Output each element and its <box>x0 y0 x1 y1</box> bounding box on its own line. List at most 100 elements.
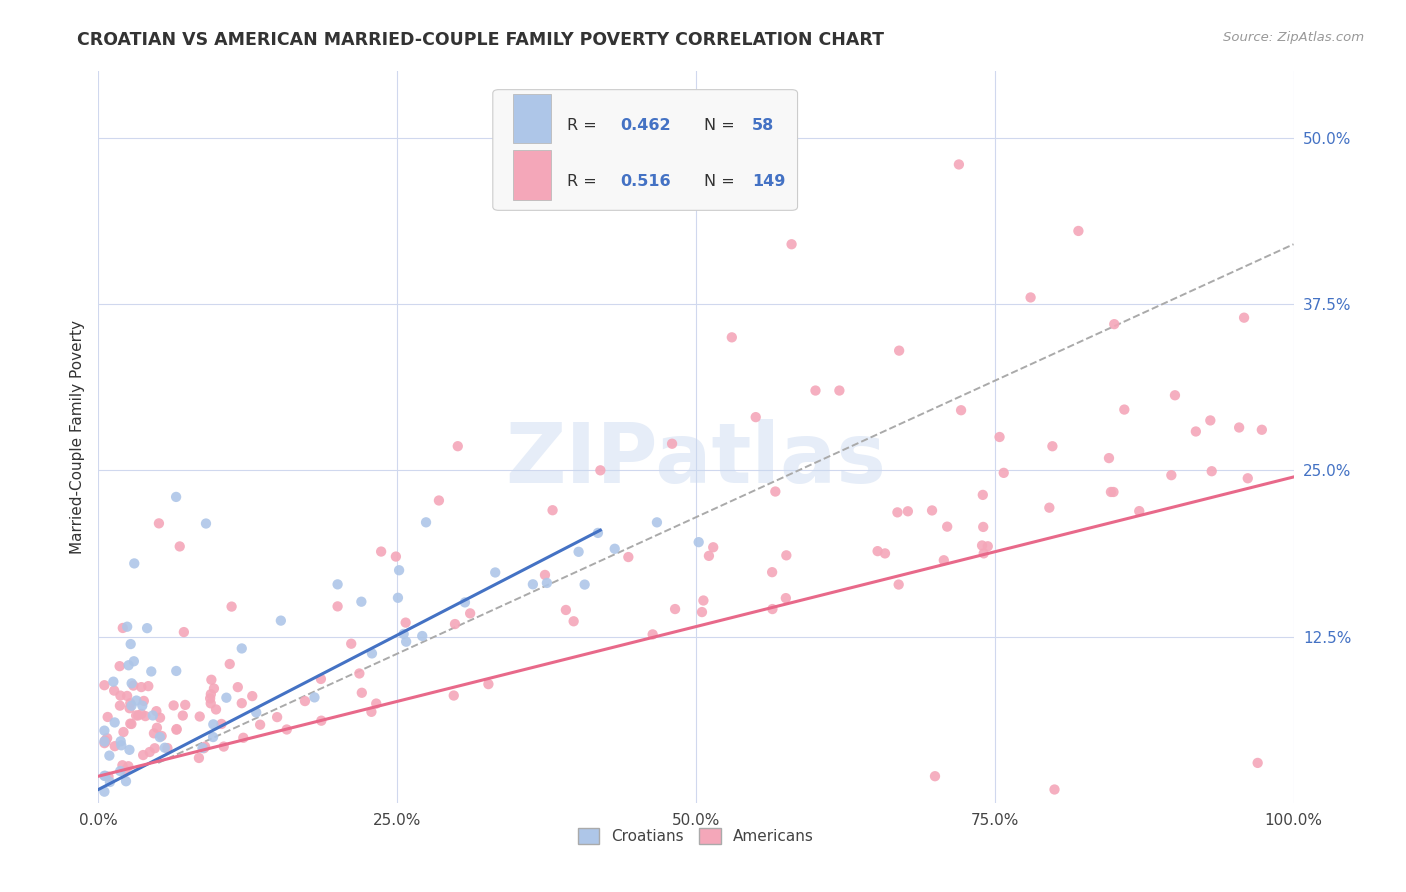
Point <box>142 708 165 723</box>
Point <box>120 717 142 731</box>
Point <box>132 747 155 762</box>
Point <box>763 484 786 499</box>
Point <box>534 568 557 582</box>
Point <box>110 689 132 703</box>
Point <box>340 637 363 651</box>
Point <box>617 549 640 564</box>
Text: N =: N = <box>704 118 740 133</box>
Point <box>104 715 127 730</box>
Point <box>124 557 146 571</box>
Point <box>96 731 118 746</box>
Point <box>98 748 121 763</box>
Point <box>447 439 470 453</box>
Point <box>936 519 959 533</box>
Point <box>395 634 418 648</box>
Point <box>664 602 686 616</box>
Point <box>187 751 209 765</box>
Point <box>1099 485 1122 500</box>
Point <box>117 658 139 673</box>
Point <box>93 678 115 692</box>
Point <box>932 553 955 567</box>
Point <box>122 679 145 693</box>
Point <box>350 595 373 609</box>
Point <box>188 709 211 723</box>
Point <box>221 599 243 614</box>
Point <box>200 673 222 687</box>
Point <box>924 769 946 783</box>
Point <box>294 694 316 708</box>
Point <box>1038 500 1060 515</box>
Text: R =: R = <box>567 118 602 133</box>
Point <box>1233 310 1256 325</box>
Point <box>562 615 585 629</box>
Point <box>349 666 371 681</box>
Point <box>970 539 993 553</box>
Point <box>117 759 139 773</box>
Point <box>887 577 910 591</box>
Point <box>395 615 418 630</box>
Point <box>111 621 134 635</box>
Point <box>245 706 267 720</box>
Point <box>115 620 138 634</box>
Point <box>148 516 170 531</box>
Point <box>142 726 165 740</box>
Point <box>94 769 117 783</box>
Point <box>111 758 134 772</box>
Point <box>775 549 797 563</box>
Text: CROATIAN VS AMERICAN MARRIED-COUPLE FAMILY POVERTY CORRELATION CHART: CROATIAN VS AMERICAN MARRIED-COUPLE FAMI… <box>77 31 884 49</box>
Point <box>173 625 195 640</box>
Point <box>120 716 142 731</box>
Point <box>110 739 132 753</box>
Point <box>146 721 169 735</box>
Point <box>897 504 920 518</box>
Point <box>1160 468 1182 483</box>
Point <box>194 739 217 754</box>
Point <box>385 549 408 564</box>
Point <box>761 602 783 616</box>
Point <box>149 711 172 725</box>
Point <box>136 621 159 635</box>
Point <box>103 674 125 689</box>
Point <box>134 709 156 723</box>
Point <box>104 739 127 754</box>
Point <box>873 546 896 560</box>
Point <box>972 520 994 534</box>
Point <box>108 764 131 778</box>
Point <box>641 627 664 641</box>
Point <box>110 734 132 748</box>
Point <box>1043 782 1066 797</box>
Point <box>276 723 298 737</box>
Point <box>112 725 135 739</box>
Point <box>174 698 197 712</box>
Point <box>522 577 544 591</box>
Point <box>93 723 115 738</box>
Point <box>162 698 184 713</box>
Point <box>350 686 373 700</box>
Point <box>973 546 995 560</box>
Point <box>444 617 467 632</box>
Point <box>536 576 558 591</box>
Point <box>93 736 115 750</box>
Point <box>586 525 609 540</box>
Point <box>125 708 148 723</box>
Point <box>866 544 889 558</box>
Bar <box>513 94 551 144</box>
Point <box>366 697 388 711</box>
Point <box>231 641 253 656</box>
FancyBboxPatch shape <box>494 90 797 211</box>
Point <box>165 490 187 504</box>
Point <box>554 603 576 617</box>
Point <box>212 739 235 754</box>
Point <box>589 463 612 477</box>
Point <box>311 714 333 728</box>
Point <box>202 681 225 696</box>
Point <box>165 664 187 678</box>
Point <box>721 330 744 344</box>
Point <box>1019 290 1042 304</box>
Point <box>231 696 253 710</box>
Point <box>198 691 221 706</box>
Point <box>1199 413 1222 427</box>
Point <box>193 741 215 756</box>
Point <box>388 563 411 577</box>
Point <box>202 730 225 744</box>
